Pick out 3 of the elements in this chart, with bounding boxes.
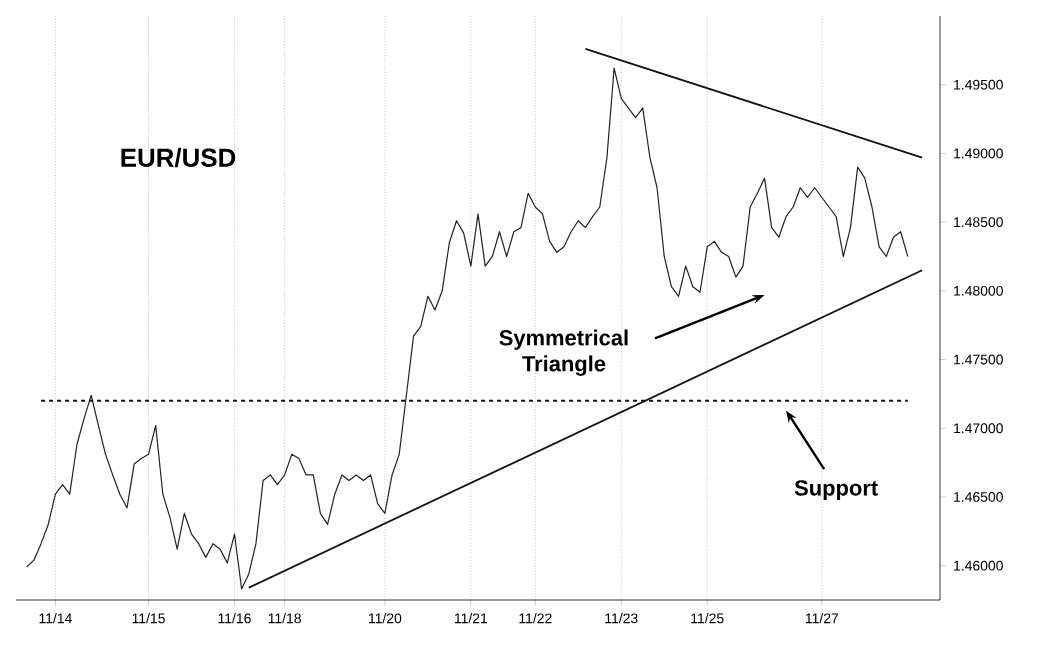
annotation: Symmetrical Triangle [499,329,628,376]
annotation: Support [794,480,878,500]
text: EUR/USD [121,147,236,168]
